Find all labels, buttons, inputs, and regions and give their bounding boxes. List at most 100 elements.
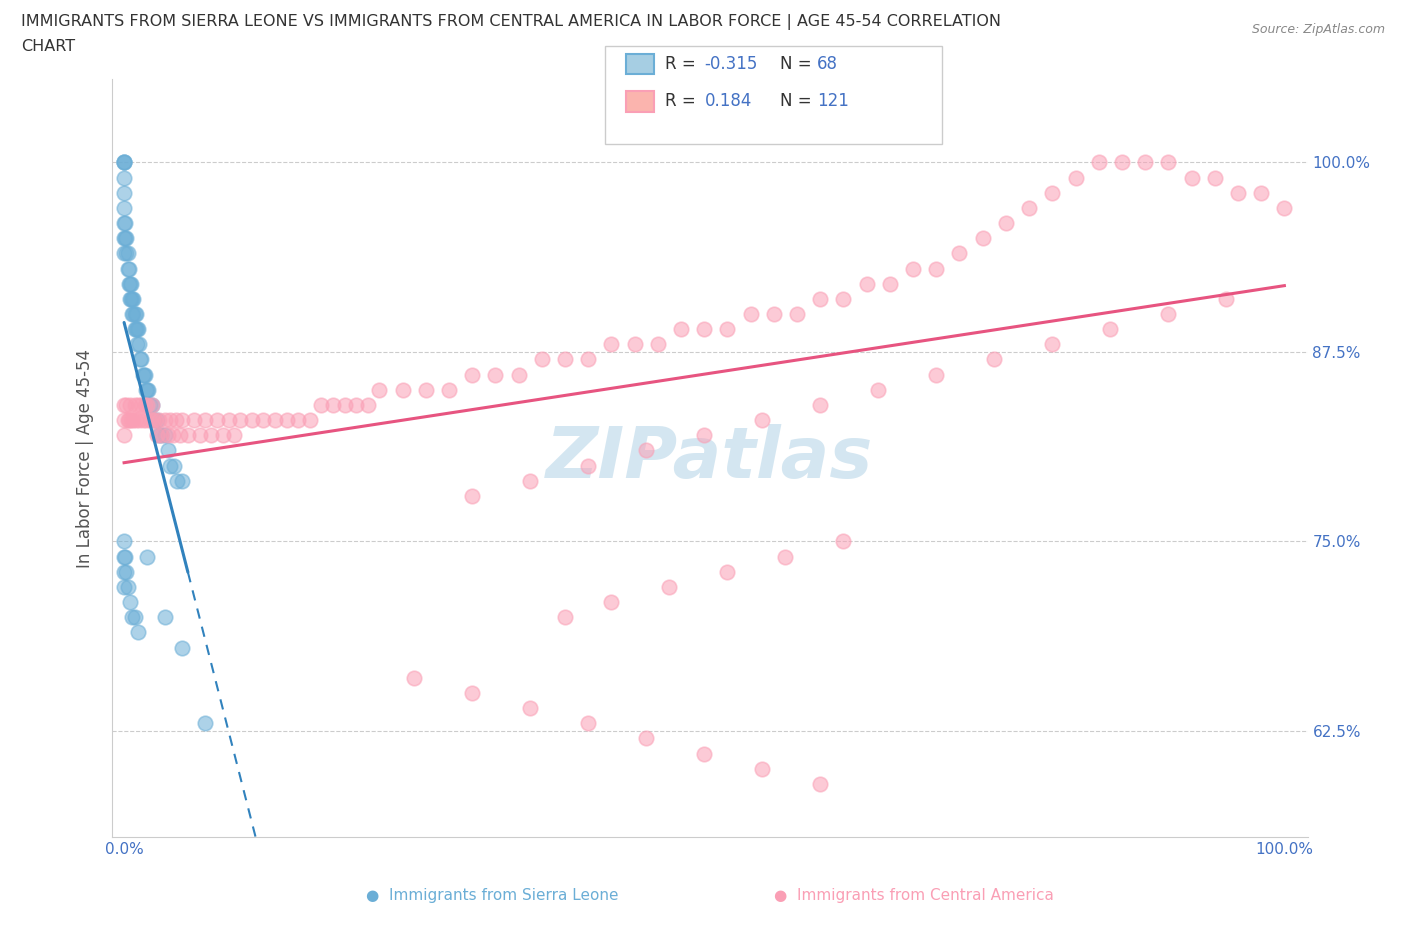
Point [1215, 291, 1237, 306]
Point [658, 579, 681, 594]
Point [124, 307, 146, 322]
Point [205, 413, 228, 428]
Text: N =: N = [780, 55, 817, 73]
Point [112, 413, 135, 428]
Point [868, 382, 890, 397]
Point [240, 413, 263, 428]
Point [344, 397, 367, 412]
Point [1272, 201, 1295, 216]
Point [121, 307, 143, 322]
Point [925, 261, 948, 276]
Point [166, 473, 188, 488]
Point [115, 246, 138, 260]
Text: -0.315: -0.315 [704, 55, 758, 73]
Point [131, 367, 153, 382]
Point [519, 473, 541, 488]
Point [162, 428, 184, 443]
Point [118, 594, 141, 609]
Text: ●  Immigrants from Central America: ● Immigrants from Central America [773, 888, 1054, 903]
Point [148, 413, 170, 428]
Point [298, 413, 321, 428]
Point [112, 397, 135, 412]
Point [415, 382, 437, 397]
Point [1226, 185, 1249, 200]
Point [1018, 201, 1040, 216]
Point [131, 397, 153, 412]
Point [125, 322, 148, 337]
Point [114, 231, 136, 246]
Point [128, 337, 150, 352]
Point [153, 413, 176, 428]
Point [136, 549, 159, 564]
Point [693, 746, 716, 761]
Point [177, 428, 200, 443]
Point [112, 216, 135, 231]
Point [120, 276, 142, 291]
Point [112, 246, 135, 260]
Point [112, 231, 135, 246]
Point [855, 276, 877, 291]
Point [157, 443, 180, 458]
Point [1250, 185, 1272, 200]
Point [112, 155, 135, 170]
Point [112, 155, 135, 170]
Point [901, 261, 924, 276]
Point [128, 413, 150, 428]
Point [150, 428, 173, 443]
Point [194, 716, 217, 731]
Point [117, 261, 139, 276]
Point [1064, 170, 1087, 185]
Point [287, 413, 309, 428]
Point [124, 610, 146, 625]
Point [1040, 185, 1063, 200]
Point [125, 337, 148, 352]
Point [808, 397, 831, 412]
Point [832, 291, 855, 306]
Point [647, 337, 669, 352]
Point [311, 397, 333, 412]
Point [165, 413, 187, 428]
Point [125, 322, 148, 337]
Point [125, 307, 148, 322]
Point [188, 428, 211, 443]
Point [114, 549, 136, 564]
Point [1204, 170, 1226, 185]
Point [716, 322, 738, 337]
Point [135, 382, 157, 397]
Point [554, 610, 576, 625]
Point [576, 716, 599, 731]
Point [508, 367, 530, 382]
Point [600, 337, 623, 352]
Point [808, 291, 831, 306]
Point [994, 216, 1017, 231]
Point [391, 382, 413, 397]
Point [132, 367, 155, 382]
Text: ZIPatlas: ZIPatlas [547, 423, 873, 493]
Point [832, 534, 855, 549]
Point [115, 565, 138, 579]
Point [131, 413, 153, 428]
Point [786, 307, 808, 322]
Point [112, 155, 135, 170]
Point [775, 549, 797, 564]
Point [200, 428, 222, 443]
Point [172, 640, 194, 655]
Point [740, 307, 762, 322]
Point [1087, 155, 1109, 170]
Point [693, 428, 716, 443]
Point [127, 322, 149, 337]
Point [669, 322, 692, 337]
Point [1180, 170, 1202, 185]
Point [808, 777, 831, 791]
Point [1040, 337, 1063, 352]
Point [404, 671, 426, 685]
Point [118, 397, 141, 412]
Point [143, 413, 166, 428]
Point [120, 413, 142, 428]
Text: 0.184: 0.184 [704, 92, 752, 111]
Point [229, 413, 252, 428]
Text: 121: 121 [817, 92, 849, 111]
Point [519, 700, 541, 715]
Point [276, 413, 298, 428]
Point [134, 367, 156, 382]
